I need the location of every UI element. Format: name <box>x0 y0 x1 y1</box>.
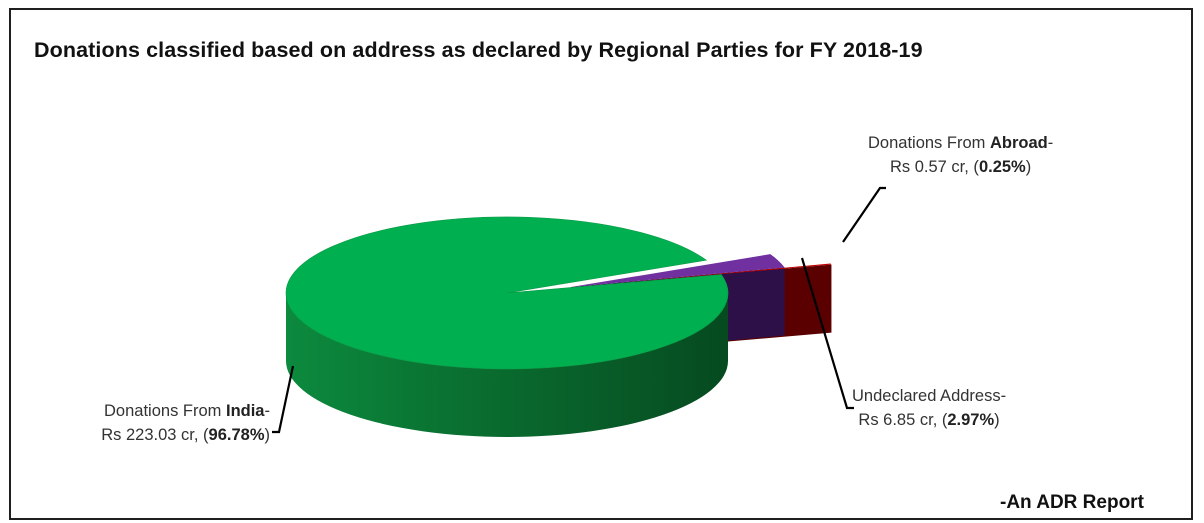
label-abroad-name: Abroad <box>989 134 1048 152</box>
label-abroad-sep: - <box>1047 134 1054 152</box>
slice-abroad <box>617 263 832 283</box>
label-india-name: India <box>225 402 265 420</box>
leader-line-abroad <box>842 186 886 243</box>
slice-side-india <box>286 293 728 437</box>
leader-line-india <box>272 365 295 434</box>
chart-title: Donations classified based on address as… <box>34 38 923 62</box>
leader-line-undeclared <box>800 257 854 410</box>
label-undeclared: Undeclared Address- Rs 6.85 cr, (2.97%) <box>852 384 1006 432</box>
label-india-percent: 96.78% <box>208 426 265 444</box>
label-undeclared-percent: 2.97% <box>947 411 995 429</box>
label-abroad-close: ) <box>1025 158 1032 176</box>
label-abroad-amount: Rs 0.57 cr, ( <box>889 158 979 176</box>
label-undeclared-lead: Undeclared Address- <box>852 387 1007 405</box>
slice-india <box>285 216 729 370</box>
report-credit: -An ADR Report <box>1000 492 1144 513</box>
label-undeclared-amount: Rs 6.85 cr, ( <box>858 411 948 429</box>
label-abroad: Donations From Abroad- Rs 0.57 cr, (0.25… <box>868 131 1053 179</box>
label-india: Donations From India- Rs 223.03 cr, (96.… <box>32 399 270 447</box>
slice-undeclared <box>571 254 785 287</box>
label-india-lead: Donations From <box>104 402 226 420</box>
label-undeclared-close: ) <box>994 411 1000 429</box>
label-abroad-lead: Donations From <box>868 134 990 152</box>
label-abroad-percent: 0.25% <box>978 158 1026 176</box>
label-india-sep: - <box>264 402 271 420</box>
label-india-amount: Rs 223.03 cr, ( <box>101 426 209 444</box>
label-india-close: ) <box>264 426 271 444</box>
